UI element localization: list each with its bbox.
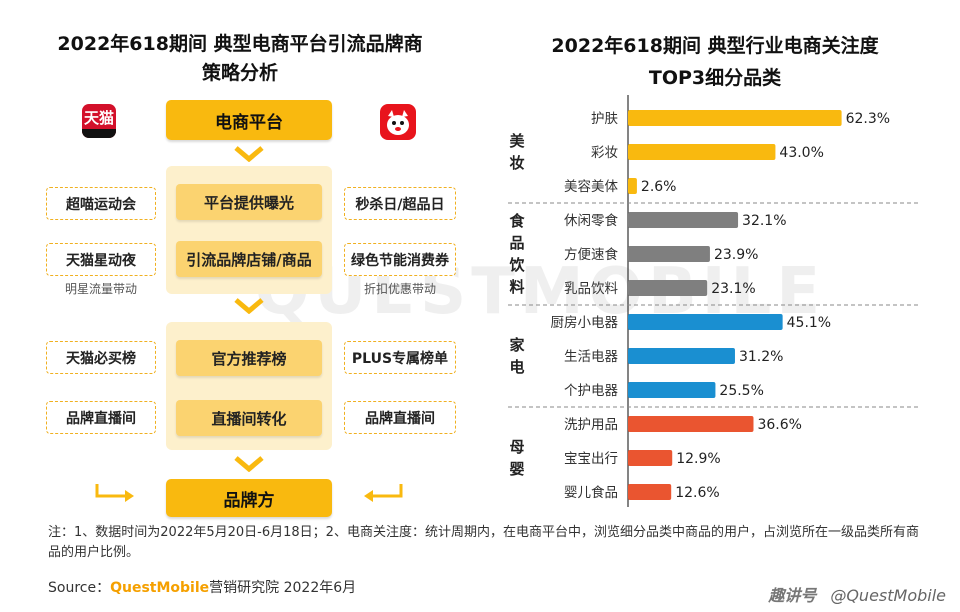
industry-attention-bar-chart: 美妆 护肤 62.3% 彩妆 43.0% 美容美体 2.6% 食品饮料 休闲零食 32.1% 方便速… xyxy=(508,95,918,507)
arrow-right-icon xyxy=(95,484,134,502)
category-label: 洗护用品 xyxy=(564,417,618,433)
category-label: 厨房小电器 xyxy=(551,315,619,331)
value-label: 23.9% xyxy=(714,247,758,263)
bar xyxy=(628,280,708,296)
value-label: 32.1% xyxy=(742,213,786,229)
jd-green-coupon-box: 绿色节能消费券 xyxy=(344,243,456,276)
jd-brand-livestream-box: 品牌直播间 xyxy=(344,401,456,434)
category-label: 美容美体 xyxy=(564,178,618,195)
value-label: 12.6% xyxy=(675,485,719,501)
bar xyxy=(628,110,842,126)
bar xyxy=(628,348,735,364)
bar xyxy=(628,484,672,500)
brand-mark-left: 趣讲号 xyxy=(768,586,817,605)
jd-plus-ranking-box: PLUS专属榜单 xyxy=(344,341,456,374)
category-label: 休闲零食 xyxy=(564,212,618,229)
category-label: 方便速食 xyxy=(564,246,618,263)
brand-mark: 趣讲号 @QuestMobile xyxy=(768,582,946,606)
value-label: 36.6% xyxy=(757,417,801,433)
tmall-logo-eyes xyxy=(82,129,116,138)
traffic-brand-store-box: 引流品牌店铺/商品 xyxy=(176,241,322,277)
chevron-down-icon xyxy=(234,146,264,162)
bar xyxy=(628,314,783,330)
brand-mark-right: @QuestMobile xyxy=(830,586,946,605)
right-title-line2: TOP3细分品类 xyxy=(648,67,782,89)
category-label: 护肤 xyxy=(591,111,619,127)
brand-button: 品牌方 xyxy=(166,479,332,517)
right-title: 2022年618期间 典型行业电商关注度 TOP3细分品类 xyxy=(490,30,940,94)
bar xyxy=(628,450,673,466)
value-label: 43.0% xyxy=(779,145,823,161)
bar xyxy=(628,246,710,262)
value-label: 31.2% xyxy=(739,349,783,365)
jd-dog-icon xyxy=(387,110,409,135)
star-traffic-caption: 明星流量带动 xyxy=(64,282,137,296)
discount-caption: 折扣优惠带动 xyxy=(363,282,436,296)
tmall-logo: 天猫 xyxy=(82,104,116,138)
livestream-conversion-box: 直播间转化 xyxy=(176,400,322,436)
left-title-line2: 策略分析 xyxy=(201,62,278,84)
platform-exposure-box: 平台提供曝光 xyxy=(176,184,322,220)
source-prefix: Source： xyxy=(48,580,111,596)
right-title-line1: 2022年618期间 典型行业电商关注度 xyxy=(551,35,879,57)
source-brand: QuestMobile xyxy=(110,580,210,596)
category-label: 彩妆 xyxy=(591,145,618,161)
value-label: 25.5% xyxy=(719,383,763,399)
tmall-brand-livestream-box: 品牌直播间 xyxy=(46,401,156,434)
group-label-1: 食品饮料 xyxy=(508,212,525,296)
ecommerce-platform-button: 电商平台 xyxy=(166,100,332,140)
jd-flash-sale-box: 秒杀日/超品日 xyxy=(344,187,456,220)
group-label-3: 母婴 xyxy=(509,438,524,478)
left-title: 2022年618期间 典型电商平台引流品牌商 策略分析 xyxy=(20,30,460,88)
bar xyxy=(628,212,739,228)
chevron-down-icon xyxy=(234,456,264,472)
value-label: 12.9% xyxy=(676,451,720,467)
category-label: 个护电器 xyxy=(564,383,618,399)
bar xyxy=(628,178,637,194)
source-suffix: 营销研究院 2022年6月 xyxy=(209,580,357,596)
group-label-2: 家电 xyxy=(509,336,524,376)
category-label: 宝宝出行 xyxy=(564,451,618,467)
bar xyxy=(628,416,754,432)
value-label: 62.3% xyxy=(846,111,890,127)
tmall-logo-text: 天猫 xyxy=(83,109,114,127)
footnote: 注：1、数据时间为2022年5月20日-6月18日；2、电商关注度：统计周期内，… xyxy=(48,525,919,560)
tmall-must-buy-box: 天猫必买榜 xyxy=(46,341,156,374)
source-line: Source：QuestMobile营销研究院 2022年6月 xyxy=(48,577,356,597)
official-ranking-box: 官方推荐榜 xyxy=(176,340,322,376)
category-label: 婴儿食品 xyxy=(564,484,618,501)
category-label: 乳品饮料 xyxy=(564,281,618,297)
value-label: 23.1% xyxy=(711,281,755,297)
jd-logo xyxy=(380,104,416,140)
value-label: 45.1% xyxy=(787,315,831,331)
left-title-line1: 2022年618期间 典型电商平台引流品牌商 xyxy=(57,33,423,55)
category-label: 生活电器 xyxy=(564,349,618,365)
bar xyxy=(628,382,716,398)
chevron-down-icon xyxy=(234,298,264,314)
tmall-star-night-box: 天猫星动夜 xyxy=(46,243,156,276)
arrow-left-icon xyxy=(364,484,403,502)
value-label: 2.6% xyxy=(641,179,677,195)
group-label-0: 美妆 xyxy=(509,132,525,172)
bar xyxy=(628,144,776,160)
tmall-sports-meet-box: 超喵运动会 xyxy=(46,187,156,220)
